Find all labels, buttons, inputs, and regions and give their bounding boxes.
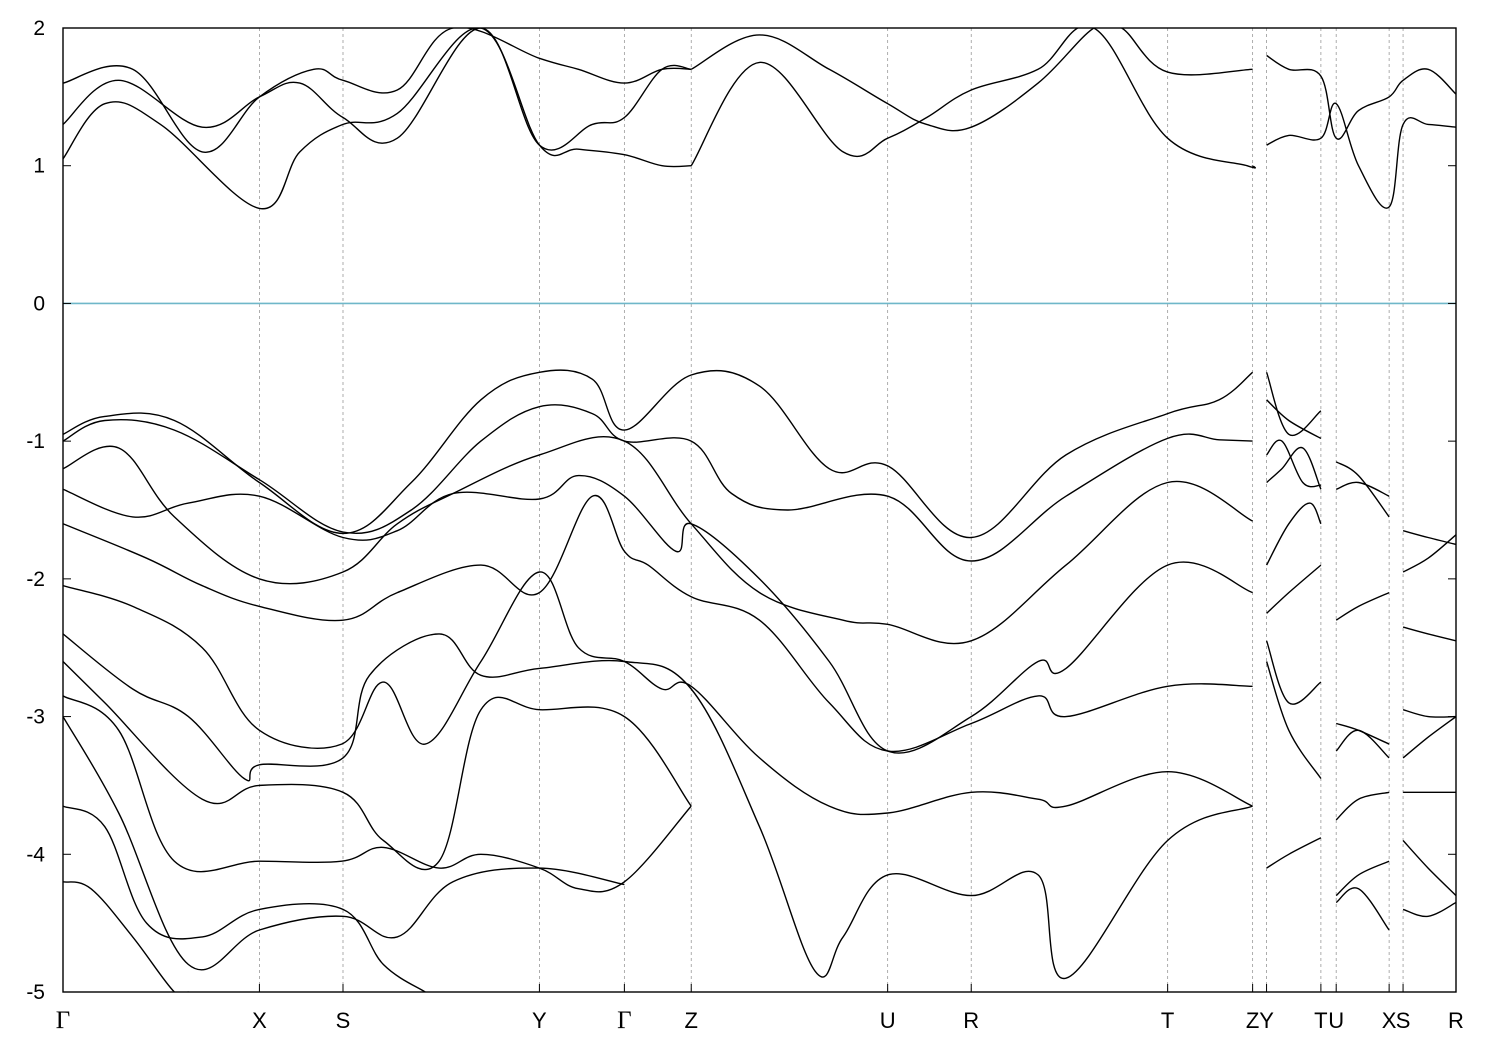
band-line-28 xyxy=(1335,461,1390,518)
band-line-42 xyxy=(1402,840,1456,897)
band-line-27 xyxy=(1266,837,1322,869)
x-tick-label: Y xyxy=(1259,1008,1274,1033)
band-line-24 xyxy=(1266,564,1322,614)
band-line-7 xyxy=(63,369,1254,539)
band-line-38 xyxy=(1402,626,1456,642)
band-line-20 xyxy=(1266,399,1322,440)
band-line-5 xyxy=(1266,102,1456,209)
x-tick-label: S xyxy=(1396,1008,1411,1033)
x-tick-label: R xyxy=(963,1008,979,1033)
band-line-6 xyxy=(1266,54,1456,140)
x-tick-label: R xyxy=(1448,1008,1464,1033)
x-tick-label: Γ xyxy=(56,1007,70,1034)
x-tick-label: U xyxy=(880,1008,896,1033)
band-line-2 xyxy=(63,28,692,153)
x-tick-label: Z xyxy=(685,1008,698,1033)
x-tick-label: U xyxy=(1328,1008,1344,1033)
y-tick-label: 2 xyxy=(33,17,45,40)
y-tick-label: -1 xyxy=(26,430,45,453)
band-line-10 xyxy=(63,474,1253,754)
band-line-0 xyxy=(63,28,692,210)
band-line-43 xyxy=(1402,901,1456,918)
x-tick-label: Y xyxy=(532,1008,547,1033)
band-line-33 xyxy=(1335,791,1390,821)
band-line-1 xyxy=(63,28,692,151)
band-line-37 xyxy=(1402,534,1456,573)
x-tick-label: T xyxy=(1161,1008,1174,1033)
band-line-40 xyxy=(1402,716,1456,759)
y-tick-label: -4 xyxy=(26,843,45,866)
y-tick-label: -5 xyxy=(26,981,45,1004)
band-line-29 xyxy=(1335,481,1390,497)
kpoint-gridlines xyxy=(259,28,1404,992)
band-line-22 xyxy=(1266,446,1322,490)
y-tick-label: -2 xyxy=(26,568,45,591)
band-line-11 xyxy=(63,494,1253,753)
x-tick-label: Z xyxy=(1246,1008,1259,1033)
band-line-30 xyxy=(1335,591,1390,621)
band-line-35 xyxy=(1335,887,1390,931)
band-line-16 xyxy=(63,716,625,971)
band-line-39 xyxy=(1402,709,1456,718)
band-line-26 xyxy=(1265,661,1322,779)
band-line-4 xyxy=(690,28,1253,132)
band-line-12 xyxy=(63,571,1253,816)
plot-frame xyxy=(62,27,1457,993)
band-line-9 xyxy=(63,436,1253,645)
y-tick-label: 0 xyxy=(33,292,45,315)
band-line-21 xyxy=(1266,439,1322,488)
band-line-15 xyxy=(63,695,692,893)
band-line-3 xyxy=(690,28,1256,169)
band-line-36 xyxy=(1402,530,1456,546)
band-line-25 xyxy=(1265,640,1322,705)
x-tick-label: Γ xyxy=(617,1007,631,1034)
x-tick-label: X xyxy=(252,1008,267,1033)
band-line-8 xyxy=(63,404,1253,562)
band-line-17 xyxy=(63,805,426,992)
x-tick-label: X xyxy=(1382,1008,1397,1033)
band-line-19 xyxy=(1265,372,1322,437)
y-tick-label: -3 xyxy=(26,706,45,729)
band-lines xyxy=(63,28,1456,992)
band-line-32 xyxy=(1335,729,1390,759)
band-line-14 xyxy=(63,661,692,871)
band-line-18 xyxy=(63,881,189,992)
x-tick-label: S xyxy=(336,1008,351,1033)
band-line-13 xyxy=(63,633,1253,979)
y-tick-label: 1 xyxy=(33,155,45,178)
band-line-34 xyxy=(1335,860,1390,897)
y-axis: 2 1 0 -1 -2 -3 -4 -5 xyxy=(26,17,1456,1004)
x-tick-label: T xyxy=(1314,1008,1327,1033)
band-line-23 xyxy=(1265,502,1322,566)
